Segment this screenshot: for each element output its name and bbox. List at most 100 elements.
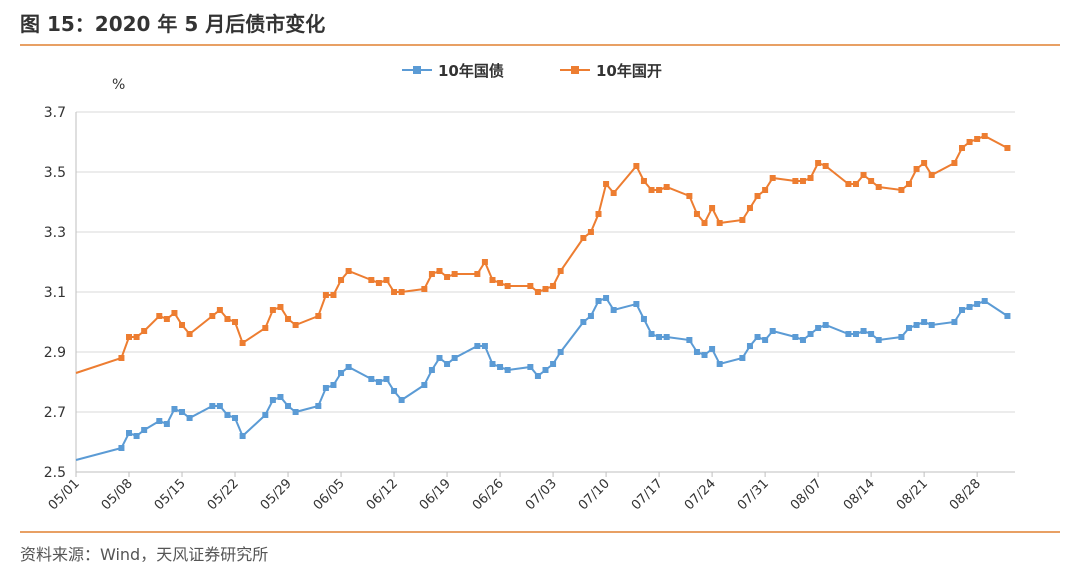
- x-tick-label: 07/17: [629, 476, 666, 513]
- data-point: [239, 433, 246, 439]
- data-point: [534, 373, 541, 379]
- y-tick-label: 3.7: [44, 105, 66, 121]
- data-point: [807, 175, 814, 181]
- figure-title: 图 15：2020 年 5 月后债市变化: [20, 12, 326, 36]
- x-tick-label: 07/10: [576, 476, 613, 513]
- data-point: [126, 334, 133, 340]
- data-point: [133, 334, 140, 340]
- data-point: [133, 433, 140, 439]
- data-point: [338, 370, 345, 376]
- data-point: [815, 325, 822, 331]
- x-tick-label: 06/26: [470, 476, 507, 513]
- data-point: [269, 397, 276, 403]
- data-point: [179, 409, 186, 415]
- data-point: [444, 361, 451, 367]
- y-tick-label: 3.1: [44, 285, 66, 301]
- data-point: [860, 328, 867, 334]
- data-point: [640, 316, 647, 322]
- data-point: [709, 346, 716, 352]
- data-point: [762, 337, 769, 343]
- data-point: [595, 211, 602, 217]
- data-point: [398, 289, 405, 295]
- data-point: [958, 307, 965, 313]
- data-point: [958, 145, 965, 151]
- data-point: [754, 334, 761, 340]
- data-point: [792, 178, 799, 184]
- data-point: [754, 193, 761, 199]
- data-point: [451, 271, 458, 277]
- legend-marker: [413, 66, 421, 74]
- data-point: [391, 388, 398, 394]
- x-tick-label: 07/31: [735, 476, 772, 513]
- data-point: [239, 340, 246, 346]
- data-point: [822, 322, 829, 328]
- data-point: [322, 292, 329, 298]
- data-point: [610, 190, 617, 196]
- data-point: [383, 277, 390, 283]
- series-group: [75, 133, 1011, 461]
- data-point: [489, 277, 496, 283]
- data-point: [815, 160, 822, 166]
- y-tick-label: 3.5: [44, 165, 66, 181]
- data-point: [383, 376, 390, 382]
- data-point: [171, 310, 178, 316]
- data-point: [913, 166, 920, 172]
- data-point: [224, 412, 231, 418]
- header-rule: [20, 44, 1060, 46]
- x-tick-label: 06/12: [364, 476, 401, 513]
- data-point: [444, 274, 451, 280]
- data-point: [504, 367, 511, 373]
- x-tick-label: 08/14: [841, 476, 878, 513]
- legend: 10年国债 10年国开: [402, 62, 662, 80]
- data-point: [845, 331, 852, 337]
- data-point: [126, 430, 133, 436]
- x-tick-labels: 05/01 05/08 05/15 05/22 05/29 06/05 06/12 06/19…: [46, 476, 984, 513]
- data-point: [905, 181, 912, 187]
- data-point: [550, 283, 557, 289]
- series-line-1: [75, 296, 1008, 461]
- data-point: [716, 220, 723, 226]
- data-point: [595, 298, 602, 304]
- data-point: [868, 331, 875, 337]
- data-point: [648, 331, 655, 337]
- data-point: [292, 409, 299, 415]
- data-point: [640, 178, 647, 184]
- data-point: [587, 313, 594, 319]
- data-point: [156, 313, 163, 319]
- data-point: [905, 325, 912, 331]
- data-point: [1004, 313, 1011, 319]
- data-point: [315, 313, 322, 319]
- data-point: [557, 268, 564, 274]
- footer-rule: [20, 531, 1060, 533]
- data-point: [141, 328, 148, 334]
- data-point: [974, 136, 981, 142]
- data-point: [368, 277, 375, 283]
- data-point: [981, 298, 988, 304]
- x-tick-label: 05/08: [99, 476, 136, 513]
- data-point: [966, 304, 973, 310]
- data-point: [436, 355, 443, 361]
- data-point: [163, 316, 170, 322]
- x-tick-label: 05/01: [46, 476, 83, 513]
- data-point: [330, 292, 337, 298]
- data-point: [603, 295, 610, 301]
- data-point: [497, 364, 504, 370]
- data-point: [534, 289, 541, 295]
- data-point: [527, 364, 534, 370]
- data-point: [504, 283, 511, 289]
- data-point: [633, 301, 640, 307]
- source-note: 资料来源：Wind，天风证券研究所: [20, 545, 269, 564]
- data-point: [845, 181, 852, 187]
- data-point: [118, 445, 125, 451]
- data-point: [375, 379, 382, 385]
- data-point: [921, 319, 928, 325]
- legend-label: 10年国债: [438, 62, 504, 80]
- data-point: [118, 355, 125, 361]
- data-point: [610, 307, 617, 313]
- data-point: [216, 307, 223, 313]
- data-point: [686, 337, 693, 343]
- data-point: [981, 133, 988, 139]
- data-point: [693, 211, 700, 217]
- data-point: [292, 322, 299, 328]
- data-point: [693, 349, 700, 355]
